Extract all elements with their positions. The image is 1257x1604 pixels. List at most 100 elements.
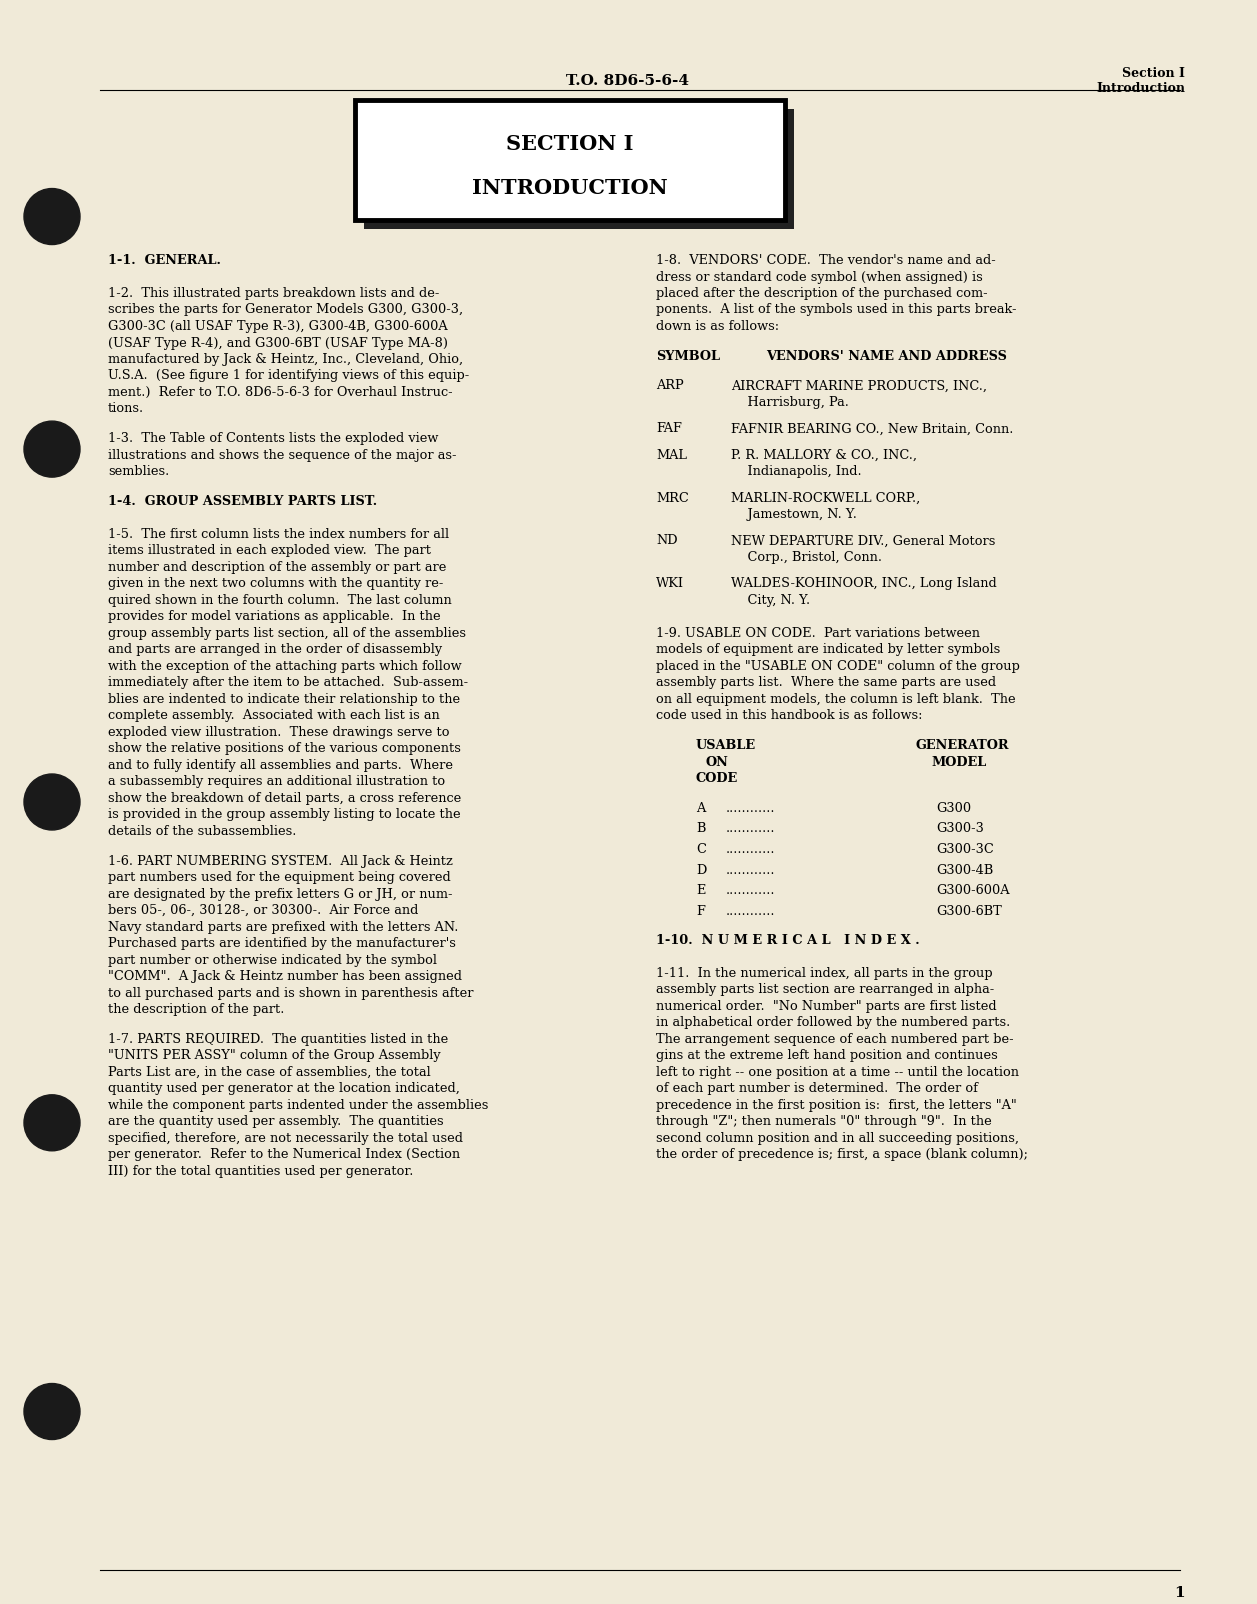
Text: a subassembly requires an additional illustration to: a subassembly requires an additional ill… [108, 775, 445, 789]
Text: G300-3C: G300-3C [936, 844, 994, 857]
Text: ............: ............ [727, 905, 776, 917]
Text: MRC: MRC [656, 491, 689, 505]
Text: left to right -- one position at a time -- until the location: left to right -- one position at a time … [656, 1065, 1019, 1079]
Text: manufactured by Jack & Heintz, Inc., Cleveland, Ohio,: manufactured by Jack & Heintz, Inc., Cle… [108, 353, 463, 366]
Text: are the quantity used per assembly.  The quantities: are the quantity used per assembly. The … [108, 1115, 444, 1128]
Text: and parts are arranged in the order of disassembly: and parts are arranged in the order of d… [108, 643, 442, 656]
Text: items illustrated in each exploded view.  The part: items illustrated in each exploded view.… [108, 544, 431, 558]
Text: ment.)  Refer to T.O. 8D6-5-6-3 for Overhaul Instruc-: ment.) Refer to T.O. 8D6-5-6-3 for Overh… [108, 387, 453, 399]
Text: the description of the part.: the description of the part. [108, 1002, 284, 1015]
Text: is provided in the group assembly listing to locate the: is provided in the group assembly listin… [108, 808, 460, 821]
Text: part numbers used for the equipment being covered: part numbers used for the equipment bein… [108, 871, 451, 884]
Text: WKI: WKI [656, 577, 684, 590]
Text: ND: ND [656, 534, 678, 547]
Text: assembly parts list section are rearranged in alpha-: assembly parts list section are rearrang… [656, 983, 994, 996]
Text: complete assembly.  Associated with each list is an: complete assembly. Associated with each … [108, 709, 440, 722]
Text: INTRODUCTION: INTRODUCTION [473, 178, 667, 197]
Text: Section I: Section I [1123, 67, 1185, 80]
Text: 1-7. PARTS REQUIRED.  The quantities listed in the: 1-7. PARTS REQUIRED. The quantities list… [108, 1033, 449, 1046]
Circle shape [24, 1096, 80, 1150]
Text: 1-3.  The Table of Contents lists the exploded view: 1-3. The Table of Contents lists the exp… [108, 431, 439, 446]
Text: F: F [696, 905, 705, 917]
Text: placed in the "USABLE ON CODE" column of the group: placed in the "USABLE ON CODE" column of… [656, 659, 1019, 674]
Text: 1-8.  VENDORS' CODE.  The vendor's name and ad-: 1-8. VENDORS' CODE. The vendor's name an… [656, 253, 996, 266]
Circle shape [24, 189, 80, 244]
Text: MODEL: MODEL [931, 755, 987, 768]
Text: 1-2.  This illustrated parts breakdown lists and de-: 1-2. This illustrated parts breakdown li… [108, 287, 440, 300]
Text: ............: ............ [727, 884, 776, 897]
Text: AIRCRAFT MARINE PRODUCTS, INC.,: AIRCRAFT MARINE PRODUCTS, INC., [732, 380, 987, 393]
Text: second column position and in all succeeding positions,: second column position and in all succee… [656, 1132, 1019, 1145]
Text: Harrisburg, Pa.: Harrisburg, Pa. [732, 396, 848, 409]
Text: numerical order.  "No Number" parts are first listed: numerical order. "No Number" parts are f… [656, 999, 997, 1012]
Text: tions.: tions. [108, 403, 145, 415]
Text: MAL: MAL [656, 449, 686, 462]
Text: GENERATOR: GENERATOR [916, 739, 1009, 752]
Text: SYMBOL: SYMBOL [656, 350, 720, 363]
Text: of each part number is determined.  The order of: of each part number is determined. The o… [656, 1083, 978, 1096]
Text: blies are indented to indicate their relationship to the: blies are indented to indicate their rel… [108, 693, 460, 706]
Text: models of equipment are indicated by letter symbols: models of equipment are indicated by let… [656, 643, 1001, 656]
Text: WALDES-KOHINOOR, INC., Long Island: WALDES-KOHINOOR, INC., Long Island [732, 577, 997, 590]
Text: the order of precedence is; first, a space (blank column);: the order of precedence is; first, a spa… [656, 1148, 1028, 1161]
Text: in alphabetical order followed by the numbered parts.: in alphabetical order followed by the nu… [656, 1017, 1011, 1030]
Text: U.S.A.  (See figure 1 for identifying views of this equip-: U.S.A. (See figure 1 for identifying vie… [108, 369, 469, 382]
Circle shape [24, 775, 80, 829]
Text: 1: 1 [1174, 1586, 1185, 1601]
Text: ............: ............ [727, 823, 776, 836]
Text: immediately after the item to be attached.  Sub-assem-: immediately after the item to be attache… [108, 677, 468, 690]
Text: Corp., Bristol, Conn.: Corp., Bristol, Conn. [732, 552, 882, 565]
Text: VENDORS' NAME AND ADDRESS: VENDORS' NAME AND ADDRESS [766, 350, 1007, 363]
Text: given in the next two columns with the quantity re-: given in the next two columns with the q… [108, 577, 444, 590]
Text: group assembly parts list section, all of the assemblies: group assembly parts list section, all o… [108, 627, 466, 640]
Text: with the exception of the attaching parts which follow: with the exception of the attaching part… [108, 659, 461, 674]
Bar [365, 109, 794, 229]
Text: 1-6. PART NUMBERING SYSTEM.  All Jack & Heintz: 1-6. PART NUMBERING SYSTEM. All Jack & H… [108, 855, 453, 868]
Text: through "Z"; then numerals "0" through "9".  In the: through "Z"; then numerals "0" through "… [656, 1115, 992, 1128]
Text: "UNITS PER ASSY" column of the Group Assembly: "UNITS PER ASSY" column of the Group Ass… [108, 1049, 441, 1062]
Text: USABLE: USABLE [696, 739, 757, 752]
Text: part number or otherwise indicated by the symbol: part number or otherwise indicated by th… [108, 954, 437, 967]
Text: B: B [696, 823, 705, 836]
Text: "COMM".  A Jack & Heintz number has been assigned: "COMM". A Jack & Heintz number has been … [108, 970, 463, 983]
Text: 1-9. USABLE ON CODE.  Part variations between: 1-9. USABLE ON CODE. Part variations bet… [656, 627, 980, 640]
Text: G300: G300 [936, 802, 972, 815]
Text: A: A [696, 802, 705, 815]
Text: Introduction: Introduction [1096, 82, 1185, 95]
Text: 1-11.  In the numerical index, all parts in the group: 1-11. In the numerical index, all parts … [656, 967, 993, 980]
Text: quantity used per generator at the location indicated,: quantity used per generator at the locat… [108, 1083, 460, 1096]
Text: code used in this handbook is as follows:: code used in this handbook is as follows… [656, 709, 923, 722]
Text: per generator.  Refer to the Numerical Index (Section: per generator. Refer to the Numerical In… [108, 1148, 460, 1161]
Text: exploded view illustration.  These drawings serve to: exploded view illustration. These drawin… [108, 727, 450, 739]
Text: provides for model variations as applicable.  In the: provides for model variations as applica… [108, 611, 441, 624]
Text: down is as follows:: down is as follows: [656, 321, 779, 334]
Text: G300-3C (all USAF Type R-3), G300-4B, G300-600A: G300-3C (all USAF Type R-3), G300-4B, G3… [108, 321, 447, 334]
Text: gins at the extreme left hand position and continues: gins at the extreme left hand position a… [656, 1049, 998, 1062]
Text: The arrangement sequence of each numbered part be-: The arrangement sequence of each numbere… [656, 1033, 1013, 1046]
Text: specified, therefore, are not necessarily the total used: specified, therefore, are not necessaril… [108, 1132, 463, 1145]
Text: ............: ............ [727, 863, 776, 877]
Circle shape [24, 422, 80, 476]
Text: FAF: FAF [656, 422, 681, 435]
Text: SECTION I: SECTION I [507, 135, 634, 154]
Text: Purchased parts are identified by the manufacturer's: Purchased parts are identified by the ma… [108, 937, 456, 950]
Text: Navy standard parts are prefixed with the letters AN.: Navy standard parts are prefixed with th… [108, 921, 459, 934]
Text: ARP: ARP [656, 380, 684, 393]
Text: Jamestown, N. Y.: Jamestown, N. Y. [732, 508, 857, 521]
Text: NEW DEPARTURE DIV., General Motors: NEW DEPARTURE DIV., General Motors [732, 534, 996, 547]
Text: illustrations and shows the sequence of the major as-: illustrations and shows the sequence of … [108, 449, 456, 462]
Text: details of the subassemblies.: details of the subassemblies. [108, 824, 297, 837]
Text: 1-5.  The first column lists the index numbers for all: 1-5. The first column lists the index nu… [108, 528, 449, 541]
Text: ............: ............ [727, 844, 776, 857]
Text: 1-10.  N U M E R I C A L   I N D E X .: 1-10. N U M E R I C A L I N D E X . [656, 934, 920, 946]
Text: Parts List are, in the case of assemblies, the total: Parts List are, in the case of assemblie… [108, 1065, 431, 1079]
Text: semblies.: semblies. [108, 465, 170, 478]
Text: ponents.  A list of the symbols used in this parts break-: ponents. A list of the symbols used in t… [656, 303, 1017, 316]
Text: E: E [696, 884, 705, 897]
Text: placed after the description of the purchased com-: placed after the description of the purc… [656, 287, 988, 300]
Bar [354, 99, 786, 220]
Text: ON: ON [706, 755, 729, 768]
Text: Indianapolis, Ind.: Indianapolis, Ind. [732, 465, 861, 478]
Text: G300-6BT: G300-6BT [936, 905, 1002, 917]
Text: FAFNIR BEARING CO., New Britain, Conn.: FAFNIR BEARING CO., New Britain, Conn. [732, 422, 1013, 435]
